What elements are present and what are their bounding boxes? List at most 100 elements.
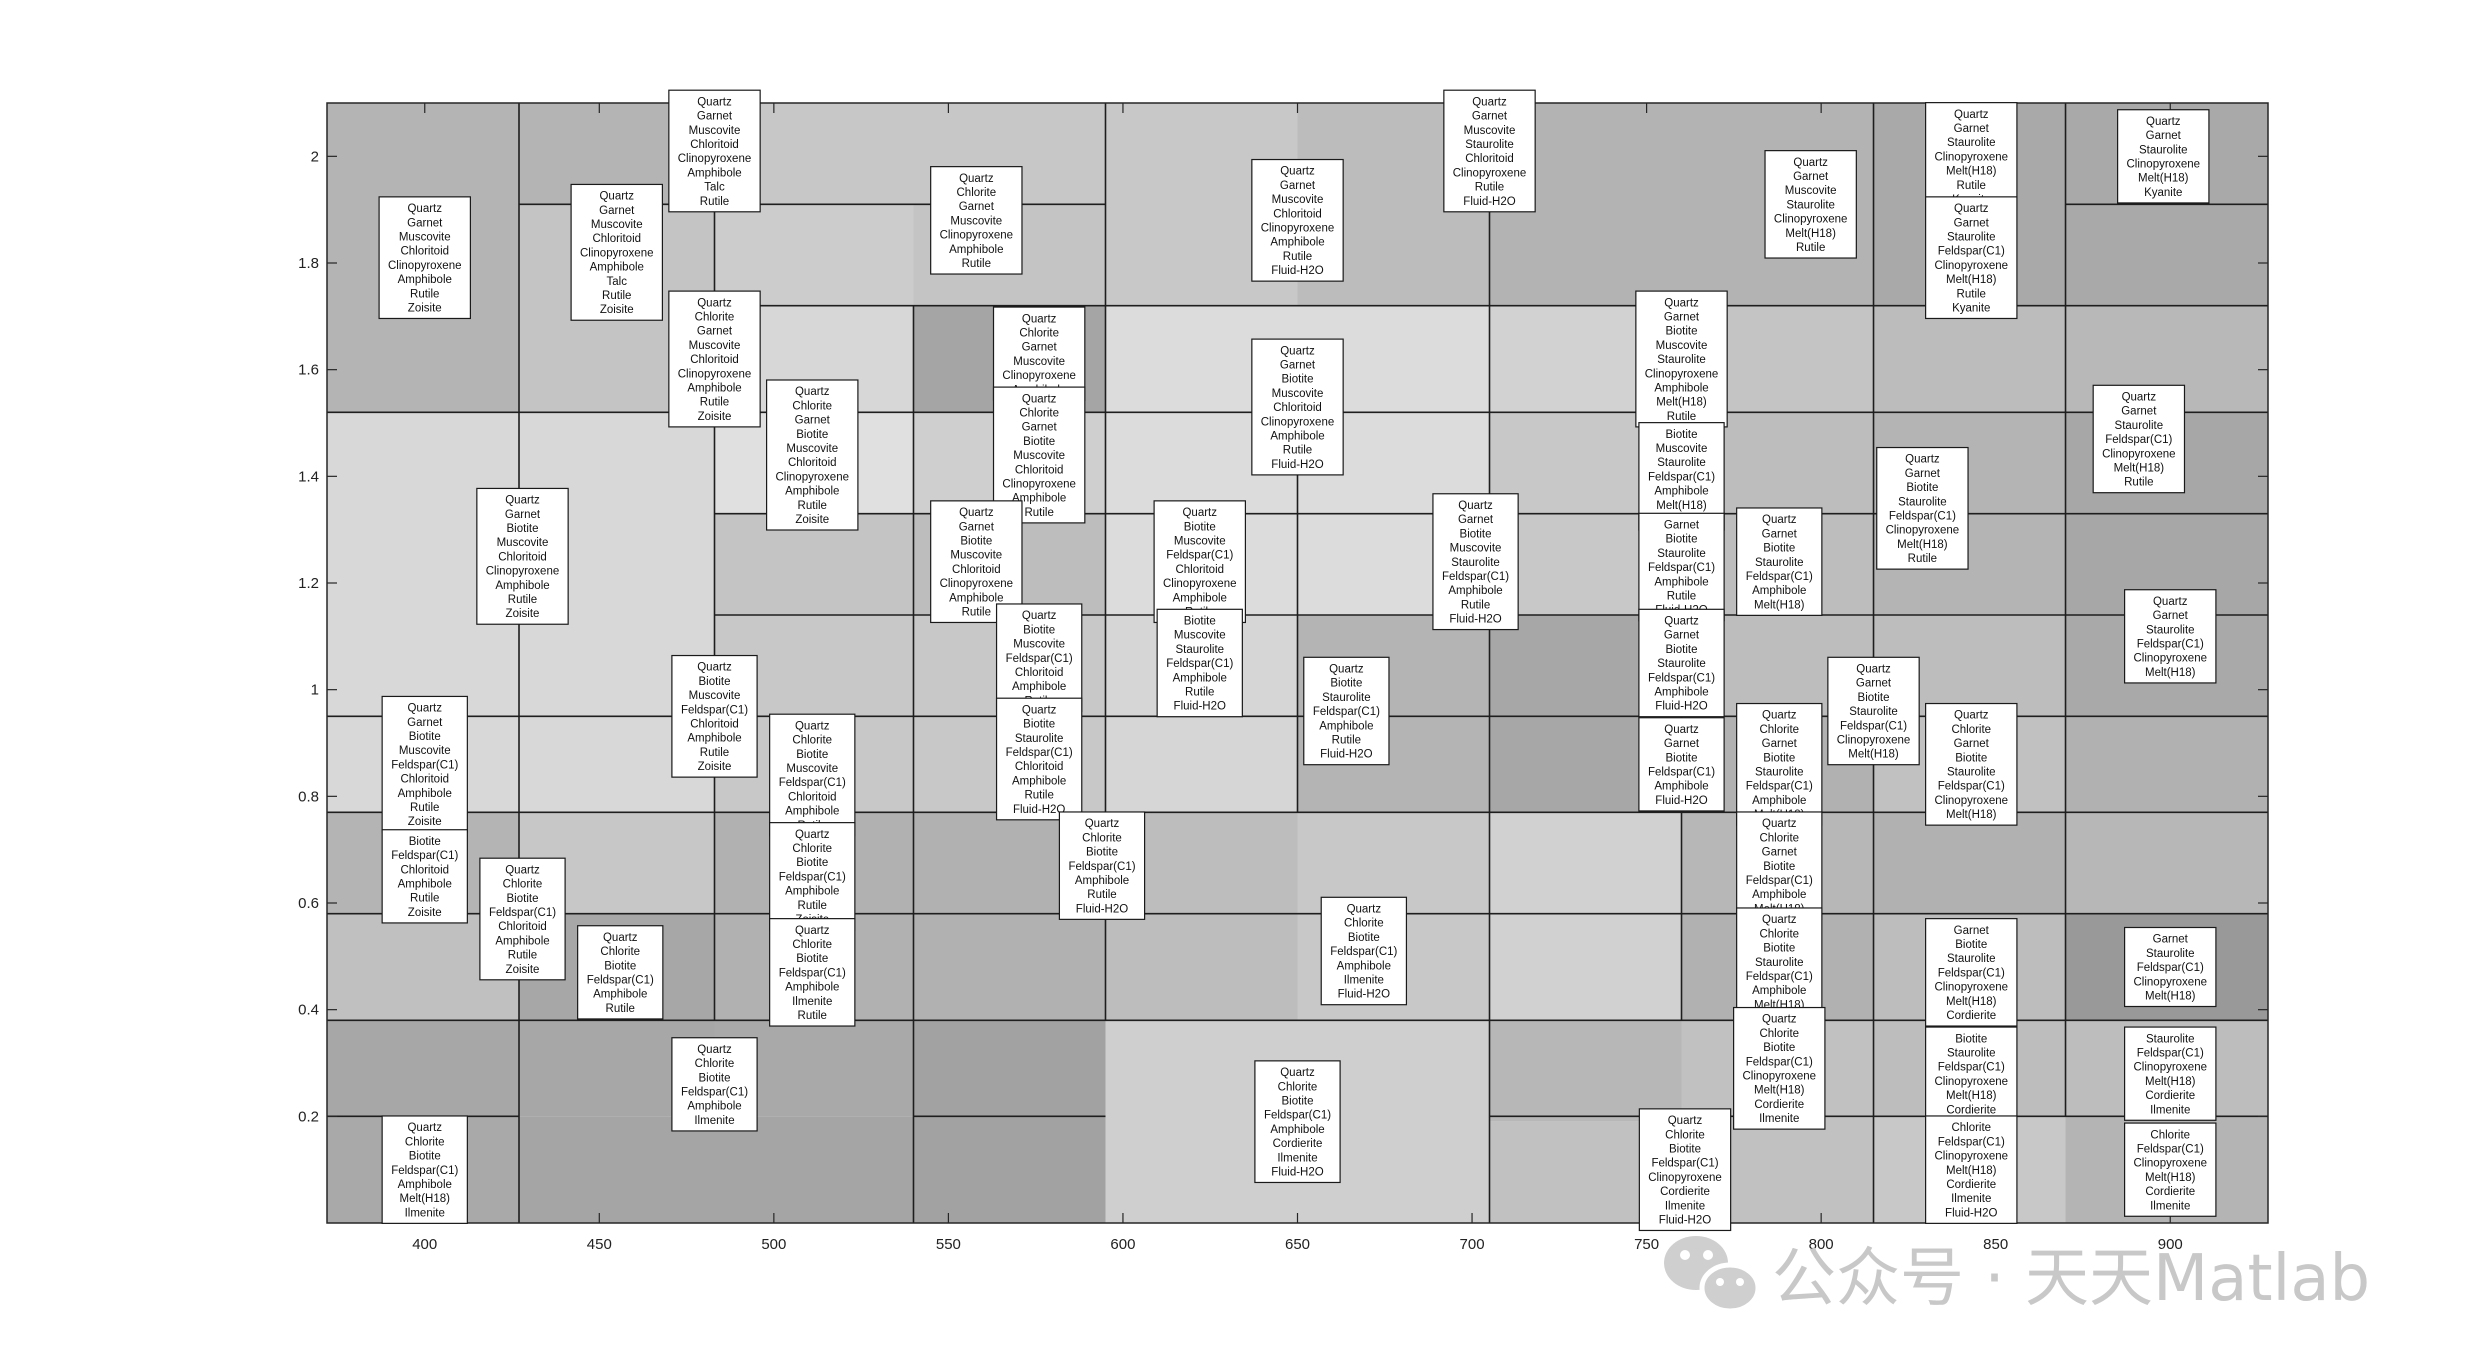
assemblage-label: Quartz Chlorite Garnet Biotite Staurolite Fel… xyxy=(1736,702,1823,826)
mineral-name: Staurolite xyxy=(1947,137,1996,149)
mineral-name: Rutile xyxy=(1332,735,1361,747)
mineral-name: Muscovite xyxy=(1464,125,1516,137)
assemblage-label: Quartz Garnet Staurolite Feldspar(C1) Clinop… xyxy=(1925,196,2018,320)
mineral-name: Staurolite xyxy=(1657,457,1706,469)
mineral-name: Clinopyroxene xyxy=(580,247,654,259)
mineral-name: Chlorite xyxy=(957,187,997,199)
assemblage-label-box xyxy=(1827,656,1920,766)
mineral-name: Biotite xyxy=(1906,482,1938,494)
assemblage-label: Biotite Muscovite Staurolite Feldspar(C1) Am… xyxy=(1156,608,1243,718)
mineral-name: Muscovite xyxy=(689,340,741,352)
mineral-name: Muscovite xyxy=(689,690,741,702)
assemblage-label-box xyxy=(992,386,1086,524)
mineral-name: Garnet xyxy=(2153,610,2189,622)
mineral-name: Melt(H18) xyxy=(1946,166,1997,178)
mineral-name: Rutile xyxy=(700,747,729,759)
assemblage-label-box xyxy=(381,695,468,833)
assemblage-label-box xyxy=(668,290,761,428)
assemblage-label-box xyxy=(769,918,856,1027)
assemblage-label-box xyxy=(381,829,468,924)
mineral-name: Quartz xyxy=(1668,1115,1703,1127)
assemblage-label-box xyxy=(2117,109,2210,204)
mineral-name: Quartz xyxy=(1022,313,1057,325)
mineral-name: Biotite xyxy=(1763,943,1795,955)
mineral-name: Amphibole xyxy=(687,383,741,395)
assemblage-labels: Quartz Garnet Muscovite Chloritoid Clinopyro… xyxy=(378,89,2217,1232)
mineral-name: Ilmenite xyxy=(2150,1104,2190,1116)
mineral-name: Staurolite xyxy=(1755,957,1804,969)
mineral-name: Biotite xyxy=(1282,1095,1314,1107)
assemblage-label-box xyxy=(577,925,664,1020)
mineral-name: Quartz xyxy=(1905,454,1940,466)
assemblage-label-box xyxy=(1736,507,1823,616)
mineral-name: Amphibole xyxy=(1654,781,1708,793)
mineral-name: Chlorite xyxy=(1665,1129,1705,1141)
assemblage-label-box xyxy=(769,713,856,837)
mineral-name: Feldspar(C1) xyxy=(1330,946,1397,958)
mineral-name: Biotite xyxy=(1330,678,1362,690)
mineral-name: Amphibole xyxy=(1173,592,1227,604)
x-tick-label: 750 xyxy=(1634,1236,1659,1253)
mineral-name: Staurolite xyxy=(1947,1047,1996,1059)
mineral-name: Quartz xyxy=(795,829,830,841)
assemblage-label-box xyxy=(1254,1060,1341,1184)
mineral-name: Biotite xyxy=(507,893,539,905)
mineral-name: Rutile xyxy=(700,397,729,409)
mineral-name: Rutile xyxy=(1283,445,1312,457)
mineral-name: Feldspar(C1) xyxy=(1938,1062,2005,1074)
mineral-name: Garnet xyxy=(1664,312,1700,324)
mineral-name: Muscovite xyxy=(497,537,549,549)
mineral-name: Quartz xyxy=(1182,507,1217,519)
mineral-name: Zoisite xyxy=(698,761,732,773)
mineral-name: Feldspar(C1) xyxy=(1938,1136,2005,1148)
mineral-name: Rutile xyxy=(798,1010,827,1022)
mineral-name: Quartz xyxy=(2122,392,2157,404)
mineral-name: Amphibole xyxy=(1319,720,1373,732)
mineral-name: Feldspar(C1) xyxy=(1264,1110,1331,1122)
mineral-name: Rutile xyxy=(1667,411,1696,423)
mineral-name: Quartz xyxy=(1762,818,1797,830)
assemblage-label: Chlorite Feldspar(C1) Clinopyroxene Melt(H1… xyxy=(1925,1115,2018,1224)
x-tick-label: 850 xyxy=(1983,1236,2008,1253)
assemblage-label: Quartz Chlorite Biotite Feldspar(C1) Amphibo… xyxy=(381,1115,468,1224)
mineral-name: Biotite xyxy=(699,1072,731,1084)
mineral-name: Garnet xyxy=(1762,738,1798,750)
mineral-name: Zoisite xyxy=(600,304,634,316)
mineral-name: Garnet xyxy=(1664,738,1700,750)
mineral-name: Chlorite xyxy=(1019,408,1059,420)
mineral-name: Muscovite xyxy=(786,763,838,775)
mineral-name: Rutile xyxy=(1087,889,1116,901)
mineral-name: Rutile xyxy=(1475,182,1504,194)
mineral-name: Staurolite xyxy=(2146,948,2195,960)
assemblage-label-box xyxy=(930,166,1023,275)
assemblage-label: Quartz Garnet Muscovite Chloritoid Clinopyro… xyxy=(1251,158,1344,282)
phase-field xyxy=(714,103,1106,205)
mineral-name: Feldspar(C1) xyxy=(1938,967,2005,979)
mineral-name: Biotite xyxy=(1184,521,1216,533)
mineral-name: Fluid-H2O xyxy=(1463,196,1515,208)
phase-field xyxy=(327,1020,715,1117)
mineral-name: Clinopyroxene xyxy=(2133,1158,2207,1170)
assemblage-label-box xyxy=(2092,384,2186,494)
mineral-name: Cordierite xyxy=(1660,1186,1710,1198)
assemblage-label-box xyxy=(1251,158,1344,282)
mineral-name: Muscovite xyxy=(950,215,1002,227)
assemblage-label-box xyxy=(1303,656,1390,766)
mineral-name: Kyanite xyxy=(1952,302,1990,314)
assemblage-label: Quartz Chlorite Biotite Feldspar(C1) Amphibo… xyxy=(1320,896,1408,1006)
mineral-name: Garnet xyxy=(1458,514,1494,526)
mineral-name: Muscovite xyxy=(1174,630,1226,642)
assemblage-label: Quartz Biotite Staurolite Feldspar(C1) Chlor… xyxy=(995,697,1083,821)
mineral-name: Melt(H18) xyxy=(2145,991,2196,1003)
mineral-name: Quartz xyxy=(1347,904,1382,916)
mineral-name: Biotite xyxy=(1666,644,1698,656)
mineral-name: Feldspar(C1) xyxy=(1006,653,1073,665)
mineral-name: Amphibole xyxy=(1752,889,1806,901)
mineral-name: Quartz xyxy=(697,96,732,108)
assemblage-label: Quartz Chlorite Garnet Muscovite Chloritoid C… xyxy=(668,290,761,428)
mineral-name: Cordierite xyxy=(2145,1090,2195,1102)
mineral-name: Fluid-H2O xyxy=(1174,701,1226,713)
mineral-name: Clinopyroxene xyxy=(775,471,849,483)
mineral-name: Staurolite xyxy=(1947,767,1996,779)
mineral-name: Quartz xyxy=(603,932,638,944)
